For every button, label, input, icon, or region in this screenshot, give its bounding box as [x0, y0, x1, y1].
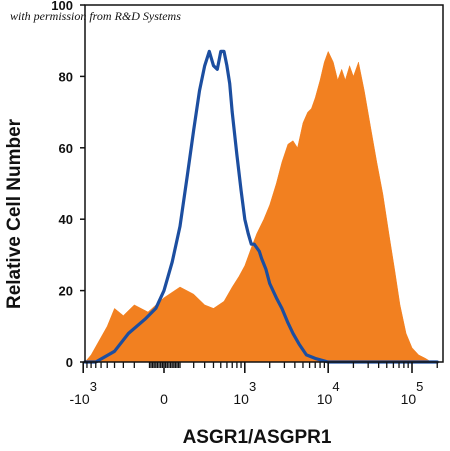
x-tick-label: -103	[69, 379, 96, 407]
series-outline-histogram	[83, 49, 439, 364]
plot-frame	[84, 4, 444, 363]
x-tick-label: 103	[233, 379, 256, 407]
y-tick-label: 100	[51, 0, 73, 13]
series-layer	[83, 49, 439, 364]
watermark-text: with permission from R&D Systems	[10, 9, 181, 23]
y-tick-label: 40	[59, 212, 73, 227]
x-axis: -103 0 103 104 105	[69, 362, 438, 407]
y-axis-title: Relative Cell Number	[4, 118, 25, 309]
x-axis-title: ASGR1/ASGPR1	[183, 427, 332, 448]
y-tick-label: 80	[59, 69, 73, 84]
x-tick-label: 104	[317, 379, 340, 407]
x-tick-label: 105	[401, 379, 424, 407]
y-axis: 0 20 40 60 80 100	[51, 0, 85, 370]
plot-area	[83, 4, 444, 364]
y-tick-label: 60	[59, 141, 73, 156]
series-filled-histogram	[84, 50, 433, 363]
y-tick-label: 20	[59, 284, 73, 299]
y-tick-label: 0	[66, 355, 73, 370]
x-tick-label: 0	[160, 391, 168, 407]
